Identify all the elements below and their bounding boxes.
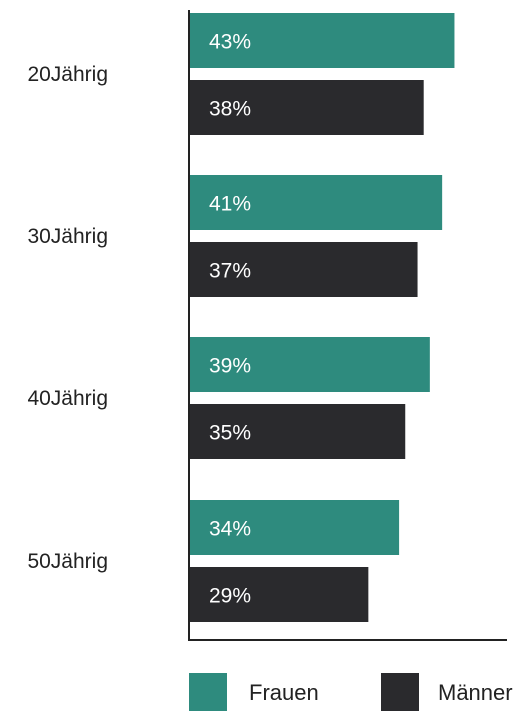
value-label-frauen-3: 39% xyxy=(209,355,251,378)
value-label-m-nner-2: 37% xyxy=(209,260,251,283)
value-label-frauen-1: 43% xyxy=(209,31,251,54)
category-labels: 20Jährig 30Jährig 40Jährig 50Jährig xyxy=(27,63,108,573)
bar-m-nner-3 xyxy=(190,404,406,459)
value-label-m-nner-4: 29% xyxy=(209,585,251,608)
category-label-2: 30Jährig xyxy=(27,225,108,248)
value-label-m-nner-3: 35% xyxy=(209,422,251,445)
bar-m-nner-1 xyxy=(190,80,424,135)
legend-swatch-frauen xyxy=(189,673,227,711)
value-label-m-nner-1: 38% xyxy=(209,98,251,121)
bar-m-nner-4 xyxy=(190,567,369,622)
legend-swatch-m-nner xyxy=(381,673,419,711)
bar-frauen-4 xyxy=(190,500,400,555)
legend: Frauen Männer xyxy=(189,673,513,711)
category-label-4: 50Jährig xyxy=(27,550,108,573)
bar-frauen-2 xyxy=(190,175,443,230)
value-label-frauen-4: 34% xyxy=(209,518,251,541)
bars-group: 43% 38% 41% 37% 39% 35% 34% 29% xyxy=(190,13,455,622)
legend-label-frauen: Frauen xyxy=(249,680,319,705)
value-label-frauen-2: 41% xyxy=(209,193,251,216)
category-label-1: 20Jährig xyxy=(27,63,108,86)
bar-frauen-1 xyxy=(190,13,455,68)
bar-m-nner-2 xyxy=(190,242,418,297)
bar-frauen-3 xyxy=(190,337,430,392)
category-label-3: 40Jährig xyxy=(27,387,108,410)
legend-label-m-nner: Männer xyxy=(438,680,513,705)
